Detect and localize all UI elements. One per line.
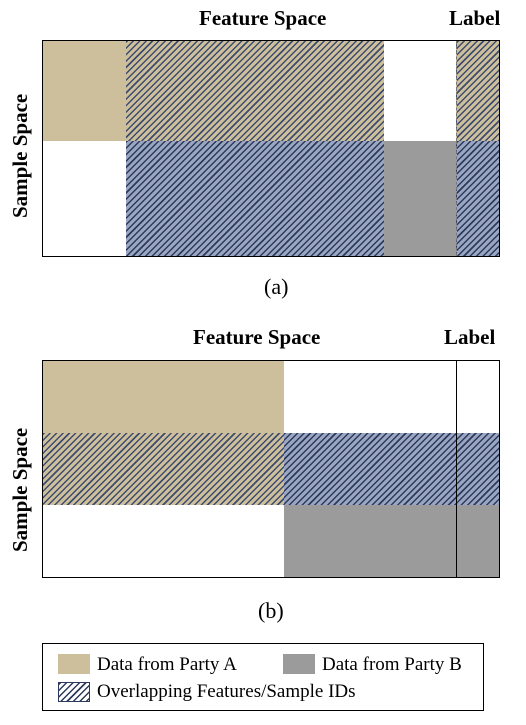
- label-heading-b: Label: [444, 325, 496, 349]
- party-a-overlap-block: [43, 433, 284, 505]
- party-b-overlap-block: [126, 141, 384, 256]
- party-b-swatch: [283, 654, 315, 674]
- party-a-swatch: [58, 654, 90, 674]
- diagram-b-frame: [42, 360, 500, 578]
- feature-space-label-a: Feature Space: [199, 6, 327, 30]
- caption-a: (a): [264, 274, 289, 299]
- label-heading-a: Label: [449, 6, 501, 30]
- feature-space-label-b: Feature Space: [193, 325, 321, 349]
- sample-space-label-a: Sample Space: [8, 93, 32, 218]
- label-party-b-block: [456, 141, 499, 256]
- party-b-overlap-block: [284, 433, 499, 505]
- caption-b: (b): [258, 598, 284, 623]
- overlap-swatch: [58, 682, 90, 702]
- legend: Data from Party A Data from Party B Over…: [42, 643, 484, 711]
- legend-overlap-label: Overlapping Features/Sample IDs: [97, 681, 356, 702]
- sample-space-label-b: Sample Space: [8, 427, 32, 552]
- party-a-overlap-block: [126, 41, 384, 141]
- legend-party-b-label: Data from Party B: [322, 654, 462, 675]
- party-b-only-block: [284, 505, 499, 577]
- party-a-only-block: [43, 41, 126, 141]
- party-a-only-block: [43, 361, 284, 433]
- party-b-only-block: [384, 141, 456, 256]
- diagram-a-frame: [42, 40, 500, 257]
- legend-party-a-label: Data from Party A: [97, 654, 237, 675]
- label-party-a-block: [456, 41, 499, 141]
- label-column-divider: [456, 361, 457, 577]
